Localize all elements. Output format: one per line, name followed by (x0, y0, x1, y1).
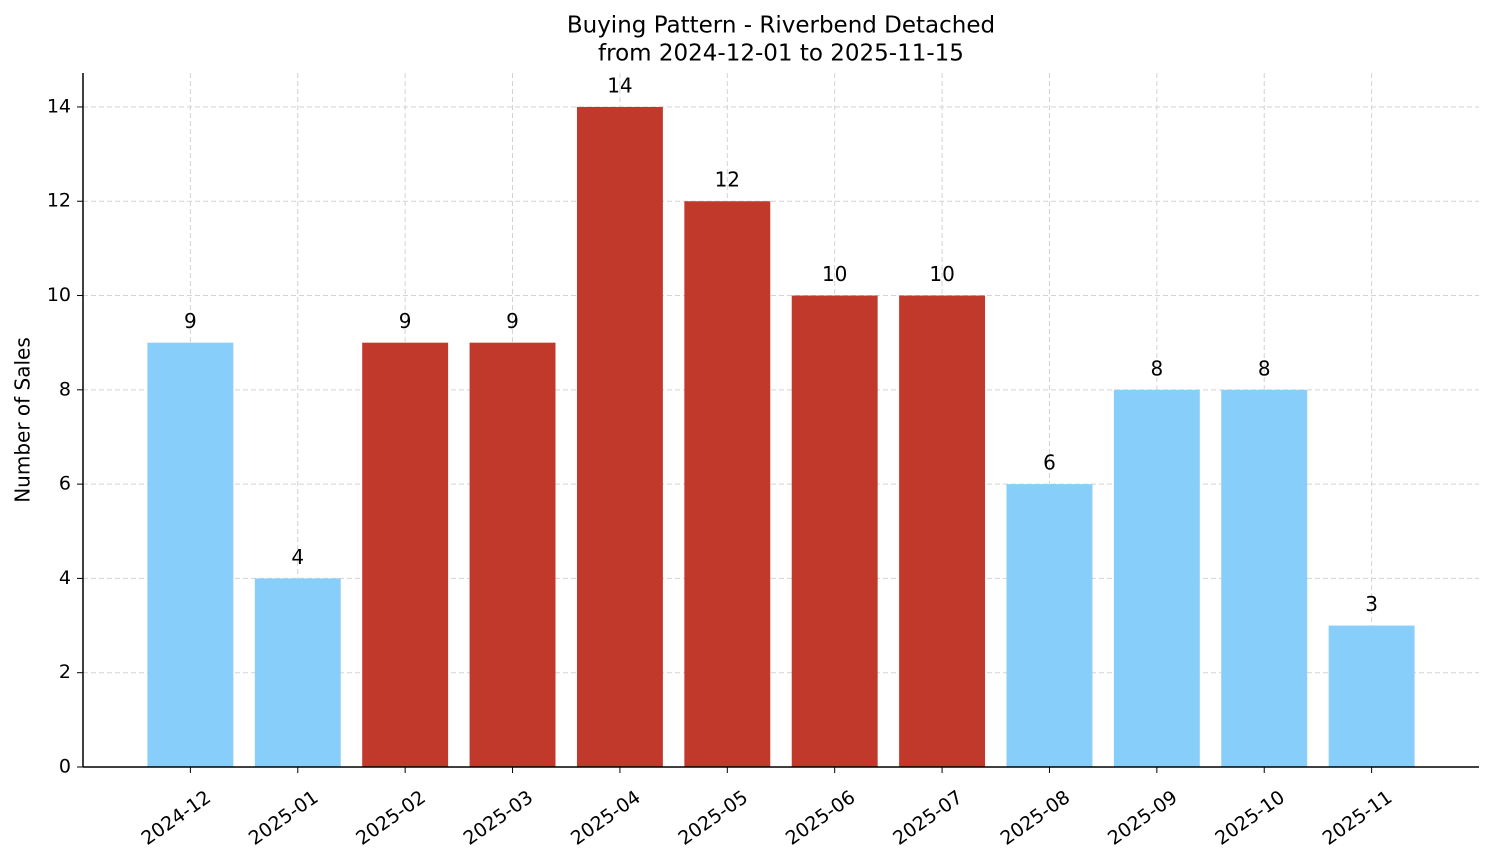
x-tick-label: 2025-10 (1211, 786, 1289, 850)
x-tick-label: 2025-08 (996, 786, 1074, 850)
data-label: 8 (1150, 356, 1163, 380)
data-label: 10 (822, 262, 847, 286)
y-tick-label: 12 (47, 190, 71, 212)
y-tick-label: 4 (59, 567, 71, 589)
y-axis-label: Number of Sales (11, 337, 35, 503)
bar (1328, 625, 1415, 767)
chart-subtitle: from 2024-12-01 to 2025-11-15 (598, 41, 964, 67)
x-tick-label: 2025-01 (245, 786, 323, 850)
bar (362, 342, 449, 767)
y-tick-label: 2 (59, 661, 71, 683)
y-tick-label: 0 (59, 756, 71, 778)
data-label: 3 (1365, 592, 1378, 616)
bar (1006, 484, 1093, 767)
x-tick-label: 2024-12 (137, 786, 215, 850)
x-tick-label: 2025-03 (460, 786, 538, 850)
bar (147, 342, 234, 767)
bar (1221, 389, 1308, 767)
data-label: 12 (715, 168, 740, 192)
chart-title: Buying Pattern - Riverbend Detached (567, 13, 995, 39)
x-tick-label: 2025-04 (567, 786, 645, 850)
bar (254, 578, 341, 767)
data-label: 9 (399, 309, 412, 333)
data-label: 8 (1258, 356, 1271, 380)
y-tick-label: 6 (59, 473, 71, 495)
data-label: 14 (607, 73, 632, 97)
x-tick-label: 2025-06 (782, 786, 860, 850)
y-tick-label: 8 (59, 378, 71, 400)
bar (1113, 389, 1200, 767)
bar (791, 295, 878, 767)
x-tick-label: 2025-09 (1104, 786, 1182, 850)
x-tick-label: 2025-05 (674, 786, 752, 850)
y-tick-label: 14 (47, 95, 71, 117)
x-tick-label: 2025-02 (352, 786, 430, 850)
data-label: 10 (929, 262, 954, 286)
data-label: 6 (1043, 451, 1056, 475)
x-tick-label: 2025-11 (1319, 786, 1397, 850)
data-label: 9 (506, 309, 519, 333)
y-tick-label: 10 (47, 284, 71, 306)
bar (469, 342, 556, 767)
data-label: 9 (184, 309, 197, 333)
bar (684, 201, 771, 767)
bar (899, 295, 986, 767)
data-label: 4 (291, 545, 304, 569)
x-tick-label: 2025-07 (889, 786, 967, 850)
bar (576, 106, 663, 767)
